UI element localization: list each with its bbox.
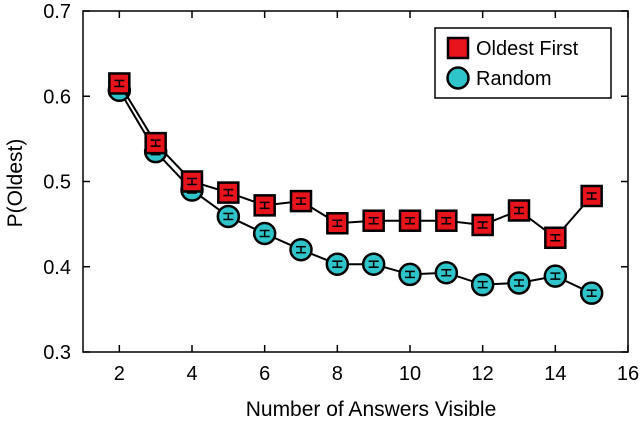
- x-tick-label: 4: [186, 363, 197, 385]
- x-tick-label: 12: [472, 363, 494, 385]
- legend-marker: [446, 66, 470, 90]
- y-tick-label: 0.4: [43, 257, 71, 279]
- legend: Oldest First Random: [434, 27, 612, 99]
- x-tick-label: 16: [617, 363, 639, 385]
- legend-marker: [446, 36, 470, 60]
- x-tick-label: 14: [544, 363, 566, 385]
- series-oldest-first: [108, 72, 603, 250]
- y-tick-label: 0.5: [43, 172, 71, 194]
- y-tick-label: 0.3: [43, 342, 71, 364]
- x-axis-label: Number of Answers Visible: [246, 398, 497, 421]
- legend-label: Random: [476, 68, 552, 90]
- x-tick-label: 6: [259, 363, 270, 385]
- y-tick-label: 0.7: [43, 1, 71, 23]
- series-group: [107, 72, 604, 305]
- x-tick-label: 8: [332, 363, 343, 385]
- y-tick-label: 0.6: [43, 86, 71, 108]
- x-tick-label: 10: [399, 363, 421, 385]
- y-axis-label: P(Oldest): [4, 139, 27, 228]
- legend-label: Oldest First: [476, 38, 579, 60]
- axes: 2 4 6 8 10 12 14 16 0.3 0.4 0.5 0.6 0.7: [43, 1, 639, 385]
- x-tick-label: 2: [114, 363, 125, 385]
